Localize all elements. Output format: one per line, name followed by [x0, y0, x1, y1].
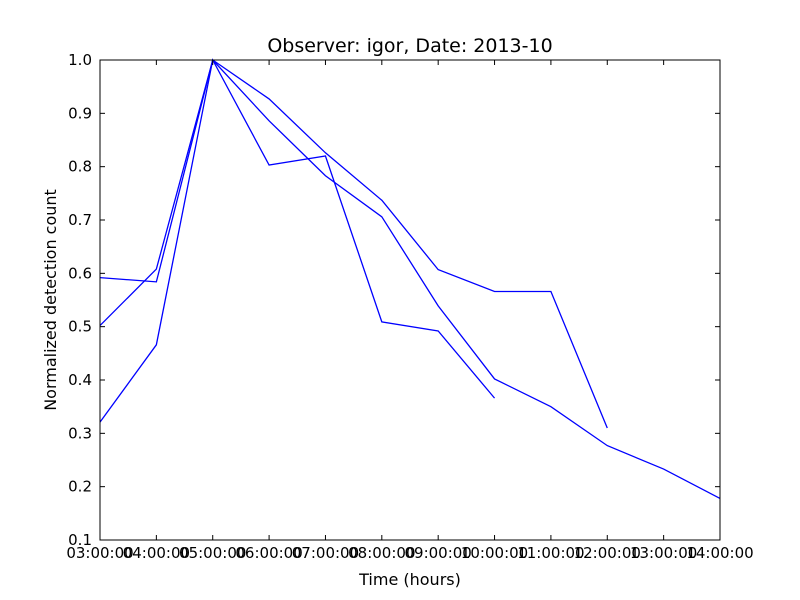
x-tick-label: 06:00:00	[235, 544, 302, 562]
x-tick-label: 10:00:00	[461, 544, 528, 562]
y-tick-label: 0.4	[68, 371, 92, 389]
y-tick-label: 0.9	[68, 104, 92, 122]
y-tick-label: 0.7	[68, 211, 92, 229]
plot-area: 03:00:0004:00:0005:00:0006:00:0007:00:00…	[66, 51, 753, 562]
series-line-3	[99, 58, 721, 499]
chart-title: Observer: igor, Date: 2013-10	[267, 35, 552, 57]
x-tick-label: 05:00:00	[179, 544, 246, 562]
y-tick-label: 1.0	[68, 51, 92, 69]
y-tick-label: 0.6	[68, 264, 92, 282]
x-axis-label: Time (hours)	[358, 570, 461, 589]
y-tick-label: 0.2	[68, 478, 92, 496]
series-line-1	[99, 58, 608, 429]
x-tick-label: 11:00:00	[517, 544, 584, 562]
x-tick-label: 12:00:00	[574, 544, 641, 562]
y-tick-label: 0.8	[68, 158, 92, 176]
x-tick-label: 03:00:00	[66, 544, 133, 562]
x-tick-label: 04:00:00	[123, 544, 190, 562]
x-tick-label: 09:00:00	[404, 544, 471, 562]
y-axis-label: Normalized detection count	[41, 189, 60, 411]
y-tick-label: 0.3	[68, 424, 92, 442]
x-tick-label: 08:00:00	[348, 544, 415, 562]
series-line-2	[99, 58, 496, 399]
axes-frame	[99, 59, 721, 541]
y-tick-label: 0.1	[68, 531, 92, 549]
x-tick-label: 13:00:00	[630, 544, 697, 562]
y-tick-label: 0.5	[68, 318, 92, 336]
x-tick-label: 07:00:00	[292, 544, 359, 562]
x-tick-label: 14:00:00	[686, 544, 753, 562]
